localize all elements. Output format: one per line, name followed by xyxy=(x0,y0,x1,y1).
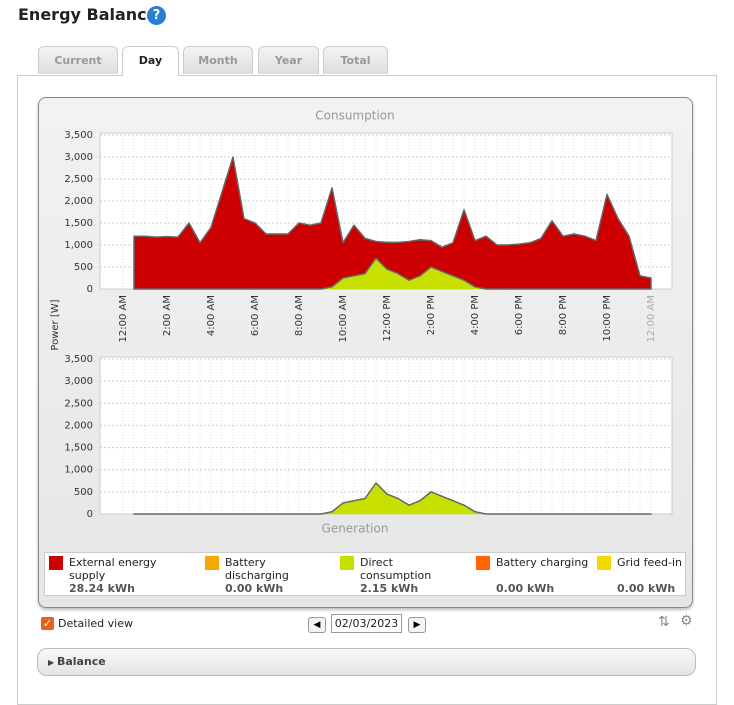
y-tick-label: 1,000 xyxy=(64,240,93,251)
x-tick-label: 12:00 AM xyxy=(646,295,657,342)
y-tick-label: 1,500 xyxy=(64,443,93,454)
y-tick-label: 500 xyxy=(74,262,93,273)
y-tick-label: 3,500 xyxy=(64,354,93,365)
tab[interactable]: Current xyxy=(38,46,118,74)
legend-label: Battery discharging xyxy=(225,556,289,582)
y-tick-label: 2,000 xyxy=(64,196,93,207)
legend-total: 0.00 kWh xyxy=(496,582,555,595)
tab[interactable]: Month xyxy=(183,46,253,74)
page-title: Energy Balance xyxy=(18,5,158,24)
legend-swatch xyxy=(476,556,490,570)
y-tick-label: 2,000 xyxy=(64,420,93,431)
legend-total: 28.24 kWh xyxy=(69,582,135,595)
x-tick-label: 6:00 PM xyxy=(514,295,525,335)
tab[interactable]: Year xyxy=(258,46,319,74)
y-tick-label: 1,000 xyxy=(64,465,93,476)
legend xyxy=(44,552,686,596)
legend-swatch xyxy=(49,556,63,570)
y-tick-label: 500 xyxy=(74,487,93,498)
y-tick-label: 0 xyxy=(87,284,93,295)
y-axis-label: Power [W] xyxy=(50,299,61,350)
chart-title: Consumption xyxy=(315,109,394,123)
y-tick-label: 3,500 xyxy=(64,130,93,141)
x-tick-label: 4:00 PM xyxy=(470,295,481,335)
area xyxy=(133,482,652,515)
legend-label: Direct consumption xyxy=(360,556,432,582)
help-icon[interactable]: ? xyxy=(147,6,166,25)
x-tick-label: 10:00 AM xyxy=(338,295,349,342)
y-tick-label: 1,500 xyxy=(64,218,93,229)
checkbox-label[interactable]: Detailed view xyxy=(58,617,133,630)
checkbox[interactable]: ✓ xyxy=(41,617,54,630)
balance-title[interactable]: ▶ Balance xyxy=(48,655,106,668)
y-tick-label: 2,500 xyxy=(64,174,93,185)
x-tick-label: 4:00 AM xyxy=(206,295,217,336)
legend-swatch xyxy=(205,556,219,570)
legend-label: Battery charging xyxy=(496,556,589,569)
tab[interactable]: Day xyxy=(122,46,179,76)
export-icon[interactable]: ⇅ xyxy=(658,614,670,630)
x-tick-label: 2:00 PM xyxy=(426,295,437,335)
date-input[interactable]: 02/03/2023 xyxy=(331,614,402,633)
y-tick-label: 2,500 xyxy=(64,398,93,409)
balance-text[interactable]: Balance xyxy=(56,655,106,668)
y-tick-label: 3,000 xyxy=(64,376,93,387)
legend-label: External energy supply xyxy=(69,556,157,582)
legend-total: 0.00 kWh xyxy=(617,582,676,595)
settings-icon[interactable]: ⚙ xyxy=(680,613,693,629)
x-tick-label: 12:00 AM xyxy=(118,295,129,342)
prev-button[interactable]: ◀ xyxy=(308,617,326,633)
legend-swatch xyxy=(340,556,354,570)
plot-area xyxy=(99,356,673,515)
balance-bar[interactable] xyxy=(37,648,696,676)
legend-total: 0.00 kWh xyxy=(225,582,284,595)
x-tick-label: 10:00 PM xyxy=(602,295,613,342)
y-tick-label: 0 xyxy=(87,509,93,520)
x-tick-label: 8:00 AM xyxy=(294,295,305,336)
next-button[interactable]: ▶ xyxy=(408,617,426,633)
legend-label: Grid feed-in xyxy=(617,556,682,569)
legend-swatch xyxy=(597,556,611,570)
y-tick-label: 3,000 xyxy=(64,152,93,163)
area xyxy=(133,156,652,290)
legend-total: 2.15 kWh xyxy=(360,582,419,595)
chart-title: Generation xyxy=(322,522,389,536)
x-tick-label: 2:00 AM xyxy=(162,295,173,336)
x-tick-label: 6:00 AM xyxy=(250,295,261,336)
x-tick-label: 12:00 PM xyxy=(382,295,393,342)
x-tick-label: 8:00 PM xyxy=(558,295,569,335)
tab[interactable]: Total xyxy=(323,46,388,74)
